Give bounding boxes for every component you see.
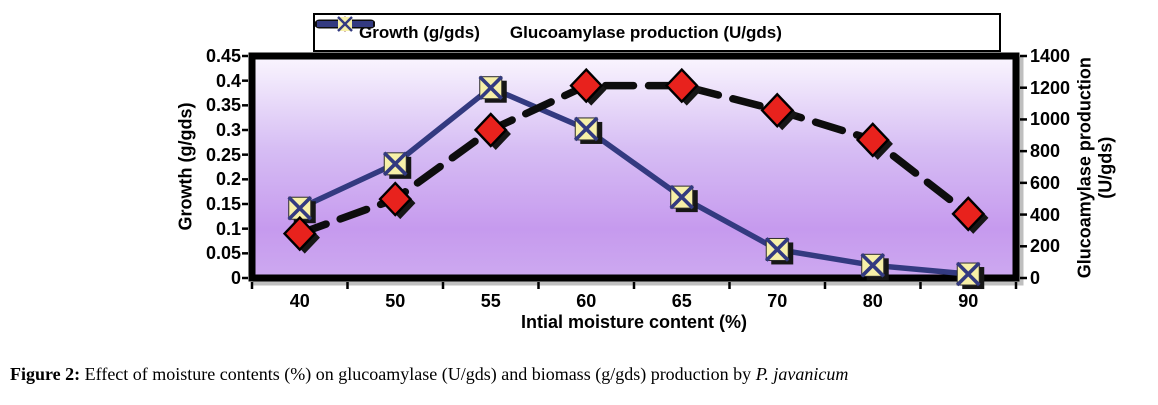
right-axis-tick-label: 0 bbox=[1030, 268, 1041, 288]
right-axis-tick-label: 1200 bbox=[1030, 77, 1071, 98]
x-axis-tick-label: 50 bbox=[385, 291, 406, 311]
glucoamylase-series-icon bbox=[317, 16, 373, 32]
left-axis-tick-label: 0 bbox=[230, 268, 241, 288]
left-axis-tick-label: 0.25 bbox=[205, 144, 241, 165]
legend-item-growth: Growth (g/gds) bbox=[315, 16, 480, 43]
left-axis-title: Growth (g/gds) bbox=[175, 102, 196, 231]
figure-caption-text: Effect of moisture contents (%) on gluco… bbox=[80, 364, 756, 384]
left-axis-tick-label: 0.1 bbox=[215, 218, 241, 239]
x-axis-tick-label: 65 bbox=[671, 291, 692, 311]
x-axis-tick-label: 40 bbox=[289, 291, 310, 311]
right-axis-tick-label: 200 bbox=[1030, 236, 1061, 257]
left-axis-tick-label: 0.45 bbox=[205, 46, 241, 66]
legend-label-growth: Growth (g/gds) bbox=[359, 22, 480, 42]
left-axis-tick-label: 0.2 bbox=[215, 169, 241, 190]
left-axis-tick-label: 0.05 bbox=[205, 243, 241, 264]
left-axis-tick-label: 0.15 bbox=[205, 194, 241, 214]
right-axis-title-line2: (U/gds) bbox=[1095, 136, 1115, 199]
left-axis-tick-label: 0.4 bbox=[215, 70, 241, 91]
figure-caption-label: Figure 2: bbox=[10, 364, 81, 384]
legend-item-glucoamylase: Glucoamylase production (U/gds) bbox=[317, 16, 782, 43]
plot-series-layer bbox=[242, 54, 1027, 290]
chart-legend: Growth (g/gds) Glucoamylase production (… bbox=[313, 13, 1001, 52]
right-axis-tick-label: 800 bbox=[1030, 141, 1061, 162]
right-axis-tick-label: 1000 bbox=[1030, 109, 1071, 130]
x-axis-title: Intial moisture content (%) bbox=[520, 312, 747, 332]
right-axis-tick-label: 400 bbox=[1030, 204, 1061, 225]
right-axis-tick-label: 600 bbox=[1030, 172, 1061, 193]
x-axis-tick-label: 70 bbox=[767, 291, 788, 311]
x-axis-tick-label: 90 bbox=[958, 291, 979, 311]
right-axis-tick-label: 1400 bbox=[1030, 46, 1071, 66]
figure-caption-species: P. javanicum bbox=[755, 364, 849, 384]
left-axis-tick-label: 0.3 bbox=[215, 120, 241, 140]
right-axis-title: Glucoamylase production (U/gds) bbox=[1074, 45, 1115, 291]
right-axis-title-line1: Glucoamylase production bbox=[1074, 57, 1095, 279]
figure-caption: Figure 2: Effect of moisture contents (%… bbox=[10, 364, 848, 385]
legend-label-glucoamylase: Glucoamylase production (U/gds) bbox=[509, 22, 782, 42]
x-axis-tick-label: 55 bbox=[480, 291, 501, 311]
x-axis-tick-label: 60 bbox=[576, 291, 597, 311]
x-axis-tick-label: 80 bbox=[862, 291, 883, 311]
plot-background bbox=[248, 52, 1020, 282]
left-axis-tick-label: 0.35 bbox=[205, 95, 241, 116]
